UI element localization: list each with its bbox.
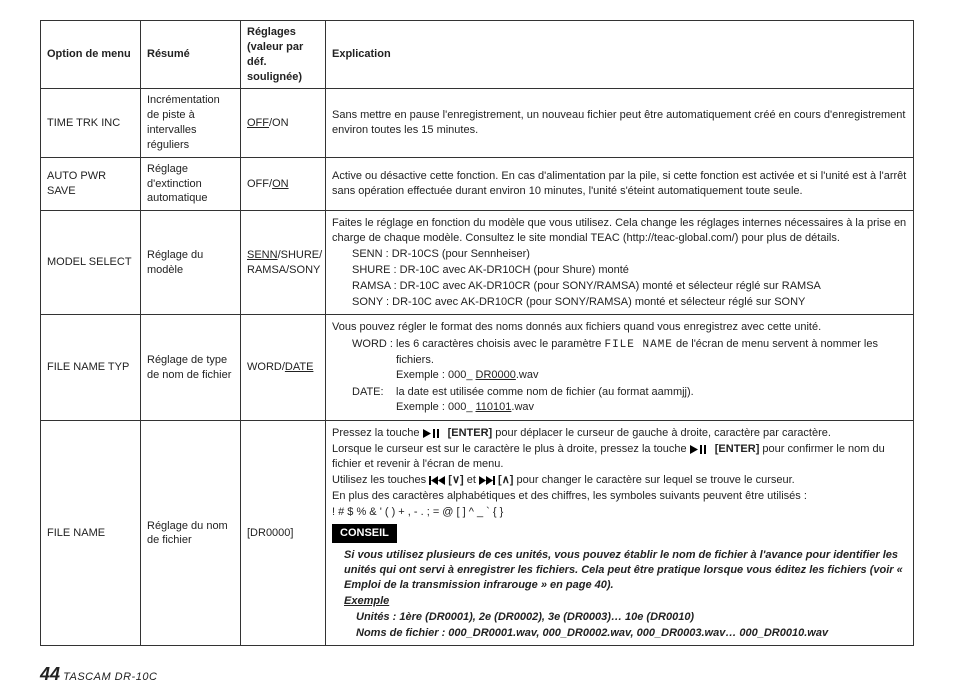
opt-cell: AUTO PWR SAVE: [41, 157, 141, 211]
page-footer: 44 TASCAM DR-10C: [40, 664, 914, 685]
exp-cell: Sans mettre en pause l'enregistrement, u…: [326, 89, 914, 157]
set-cell: SENN/SHURE/ RAMSA/SONY: [241, 211, 326, 315]
exp-cell: Pressez la touche [ENTER] pour déplacer …: [326, 421, 914, 646]
col-settings: Réglages (valeur par déf. soulignée): [241, 21, 326, 89]
res-cell: Réglage du modèle: [141, 211, 241, 315]
model-name: TASCAM DR-10C: [63, 671, 157, 683]
prev-track-icon: [429, 476, 445, 485]
opt-cell: MODEL SELECT: [41, 211, 141, 315]
exp-cell: Active ou désactive cette fonction. En c…: [326, 157, 914, 211]
set-cell: [DR0000]: [241, 421, 326, 646]
res-cell: Réglage du nom de fichier: [141, 421, 241, 646]
conseil-badge: CONSEIL: [332, 524, 397, 543]
exp-cell: Faites le réglage en fonction du modèle …: [326, 211, 914, 315]
set-cell: OFF/ON: [241, 157, 326, 211]
col-explanation: Explication: [326, 21, 914, 89]
res-cell: Incrémentation de piste à intervalles ré…: [141, 89, 241, 157]
table-header-row: Option de menu Résumé Réglages (valeur p…: [41, 21, 914, 89]
play-pause-icon: [423, 429, 445, 438]
res-cell: Réglage d'extinction automatique: [141, 157, 241, 211]
table-row: MODEL SELECT Réglage du modèle SENN/SHUR…: [41, 211, 914, 315]
exp-cell: Vous pouvez régler le format des noms do…: [326, 315, 914, 421]
table-row: FILE NAME Réglage du nom de fichier [DR0…: [41, 421, 914, 646]
next-track-icon: [479, 476, 495, 485]
table-row: FILE NAME TYP Réglage de type de nom de …: [41, 315, 914, 421]
res-cell: Réglage de type de nom de fichier: [141, 315, 241, 421]
play-pause-icon: [690, 445, 712, 454]
opt-cell: FILE NAME: [41, 421, 141, 646]
table-row: AUTO PWR SAVE Réglage d'extinction autom…: [41, 157, 914, 211]
col-resume: Résumé: [141, 21, 241, 89]
settings-table: Option de menu Résumé Réglages (valeur p…: [40, 20, 914, 646]
set-cell: OFF/ON: [241, 89, 326, 157]
col-option: Option de menu: [41, 21, 141, 89]
opt-cell: TIME TRK INC: [41, 89, 141, 157]
set-cell: WORD/DATE: [241, 315, 326, 421]
page-number: 44: [40, 664, 60, 684]
opt-cell: FILE NAME TYP: [41, 315, 141, 421]
table-row: TIME TRK INC Incrémentation de piste à i…: [41, 89, 914, 157]
